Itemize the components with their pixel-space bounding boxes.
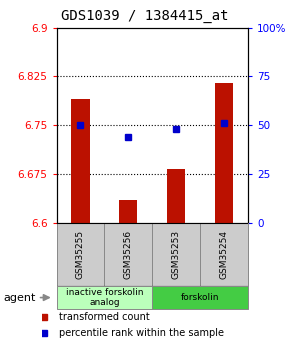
Bar [57, 286, 152, 309]
Text: agent: agent [3, 293, 35, 303]
Bar [167, 169, 185, 223]
Text: GDS1039 / 1384415_at: GDS1039 / 1384415_at [61, 9, 229, 23]
Text: GSM35253: GSM35253 [172, 230, 181, 279]
Text: GSM35255: GSM35255 [76, 230, 85, 279]
Text: percentile rank within the sample: percentile rank within the sample [59, 328, 224, 338]
Bar [104, 223, 152, 286]
Bar [119, 200, 137, 223]
Bar [152, 286, 248, 309]
Text: forskolin: forskolin [181, 293, 219, 302]
Bar [200, 223, 248, 286]
Bar [152, 223, 200, 286]
Text: inactive forskolin
analog: inactive forskolin analog [66, 288, 143, 307]
Bar [57, 223, 104, 286]
Text: transformed count: transformed count [59, 312, 149, 322]
Text: GSM35256: GSM35256 [124, 230, 133, 279]
Bar [71, 99, 90, 223]
Bar [215, 83, 233, 223]
Text: GSM35254: GSM35254 [220, 230, 229, 279]
